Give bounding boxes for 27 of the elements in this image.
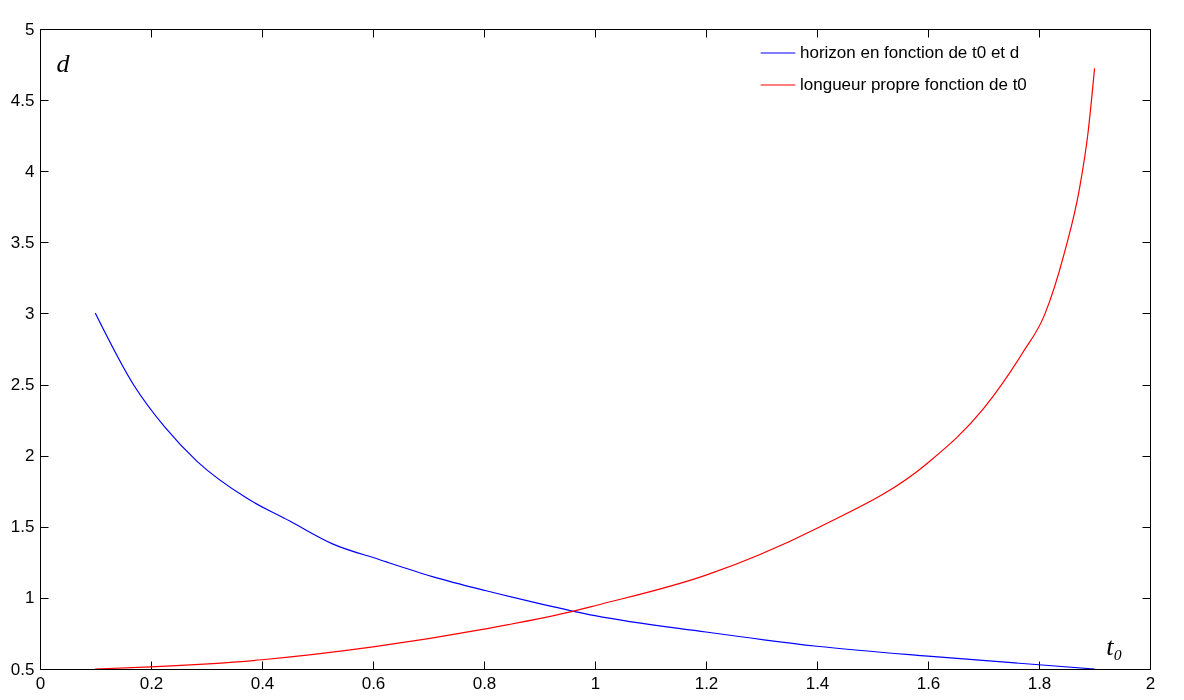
- line-series: [94, 68, 1096, 669]
- y-tick-label: 2.5: [10, 375, 35, 395]
- x-tick-label: 0.2: [139, 673, 164, 693]
- y-tick-label: 5: [25, 19, 35, 39]
- y-tick-label: 4: [25, 161, 35, 181]
- legend-label: horizon en fonction de t0 et d: [800, 43, 1020, 62]
- x-tick-label: 1.4: [805, 673, 830, 693]
- x-tick-label: 1.8: [1027, 673, 1052, 693]
- y-tick-label: 1.5: [10, 517, 35, 537]
- x-tick-label: 1.2: [694, 673, 719, 693]
- x-tick-label: 1.6: [916, 673, 941, 693]
- y-tick-label: 4.5: [10, 90, 35, 110]
- x-tick-label: 2: [1145, 673, 1156, 693]
- x-axis-title: t₀: [1106, 631, 1123, 661]
- x-tick-label: 1: [590, 673, 601, 693]
- x-tick-label: 0.4: [250, 673, 275, 693]
- y-tick-label: 2: [25, 446, 35, 466]
- y-tick-label: 1: [25, 588, 35, 608]
- legend-label: longueur propre fonction de t0: [800, 75, 1027, 94]
- x-tick-label: 0.6: [361, 673, 386, 693]
- x-tick-label: 0.8: [472, 673, 497, 693]
- line-series: [94, 312, 1096, 669]
- y-tick-label: 3: [25, 303, 35, 323]
- y-tick-label: 3.5: [10, 232, 35, 252]
- x-tick-label: 0: [35, 673, 46, 693]
- y-tick-label: 0.5: [10, 659, 35, 679]
- y-axis-title: d: [56, 48, 71, 78]
